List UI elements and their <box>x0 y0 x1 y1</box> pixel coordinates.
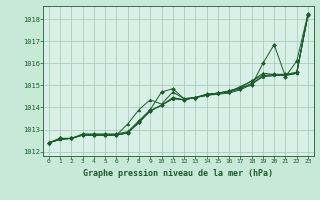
X-axis label: Graphe pression niveau de la mer (hPa): Graphe pression niveau de la mer (hPa) <box>84 169 273 178</box>
